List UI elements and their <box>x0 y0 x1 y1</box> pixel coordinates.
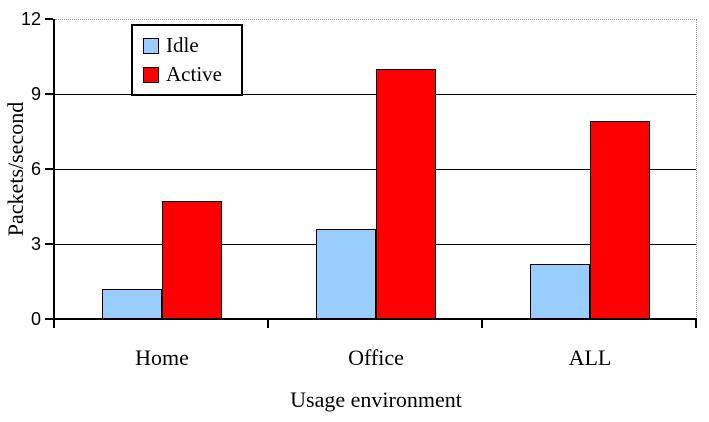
bar-idle-home <box>102 289 162 319</box>
y-axis-line <box>53 19 55 319</box>
gridline-y-6 <box>55 169 696 170</box>
gridline-y-9 <box>55 94 696 95</box>
bar-active-office <box>376 69 436 319</box>
category-label-home: Home <box>135 345 189 370</box>
legend: Idle Active <box>131 24 243 96</box>
legend-item-active: Active <box>143 64 229 85</box>
x-tick-mark-3 <box>695 319 697 328</box>
y-tick-mark-3 <box>45 243 53 245</box>
legend-swatch-active-icon <box>143 66 159 83</box>
y-tick-label-9: 9 <box>30 84 41 104</box>
legend-label-active: Active <box>166 62 222 86</box>
x-axis-title: Usage environment <box>290 387 462 412</box>
y-tick-mark-6 <box>45 168 53 170</box>
x-tick-mark-2 <box>481 319 483 328</box>
legend-swatch-idle-icon <box>143 37 159 54</box>
category-label-office: Office <box>348 345 404 370</box>
bar-idle-office <box>316 229 376 319</box>
bar-active-all <box>590 121 650 319</box>
y-tick-label-0: 0 <box>30 309 41 329</box>
x-tick-mark-0 <box>53 319 55 328</box>
bar-active-home <box>162 201 222 319</box>
y-tick-label-6: 6 <box>30 159 41 179</box>
y-tick-mark-0 <box>45 318 53 320</box>
y-tick-mark-9 <box>45 93 53 95</box>
category-label-all: ALL <box>568 345 612 370</box>
y-tick-mark-12 <box>45 18 53 20</box>
bar-idle-all <box>530 264 590 319</box>
legend-label-idle: Idle <box>166 33 199 57</box>
legend-item-idle: Idle <box>143 35 229 56</box>
x-axis-line <box>53 318 697 320</box>
y-tick-label-12: 12 <box>20 9 41 29</box>
y-tick-label-3: 3 <box>30 234 41 254</box>
x-tick-mark-1 <box>267 319 269 328</box>
